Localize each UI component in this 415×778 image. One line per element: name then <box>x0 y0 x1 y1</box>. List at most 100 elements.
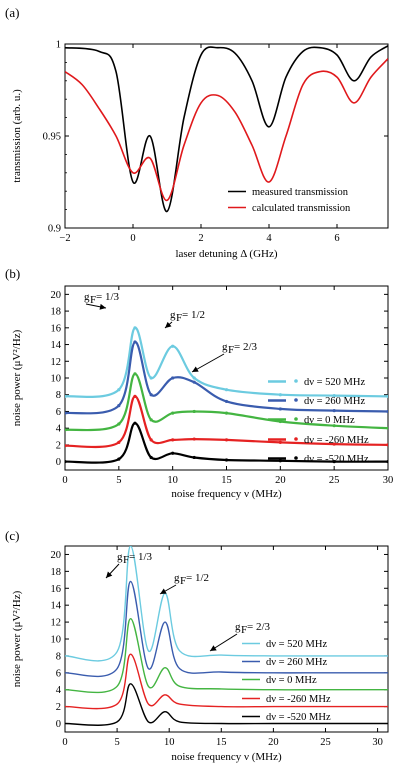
series-point <box>332 442 336 446</box>
panel-label: (a) <box>5 5 19 20</box>
annotation-g: g <box>170 309 176 321</box>
series-point <box>224 388 229 392</box>
series-point <box>117 404 121 408</box>
series-point <box>133 340 137 344</box>
legend-point <box>294 398 298 402</box>
y-tick-label: 4 <box>56 424 62 435</box>
legend-label: dν = -520 MHz <box>304 454 369 465</box>
annotation-arrowhead <box>99 303 106 310</box>
y-tick-label: 0.9 <box>48 224 61 235</box>
series-line <box>65 580 388 678</box>
series-point <box>171 376 175 380</box>
annotation-value: = 1/2 <box>182 309 205 321</box>
series-point <box>278 440 282 444</box>
series-point <box>224 438 229 442</box>
x-tick-label: 10 <box>167 475 178 486</box>
x-tick-label: 0 <box>62 737 67 748</box>
y-tick-label: 16 <box>51 323 62 334</box>
series-point <box>224 458 229 462</box>
x-tick-label: 10 <box>164 737 175 748</box>
series-point <box>224 411 229 415</box>
annotation-subscript: F <box>180 575 186 587</box>
y-tick-label: 8 <box>56 651 61 662</box>
y-tick-label: 18 <box>51 567 62 578</box>
y-tick-label: 0.95 <box>43 132 61 143</box>
y-tick-label: 6 <box>56 407 61 418</box>
x-tick-label: 25 <box>320 737 331 748</box>
x-tick-label: 20 <box>268 737 279 748</box>
plot-frame <box>64 545 389 733</box>
annotation-arrowhead <box>160 588 167 594</box>
series-line <box>65 340 388 415</box>
series-line <box>65 683 388 726</box>
y-tick-label: 16 <box>51 584 62 595</box>
series-line <box>65 326 388 399</box>
panel-label: (b) <box>5 266 20 281</box>
series-line <box>65 618 388 694</box>
series-line <box>65 546 388 662</box>
y-tick-label: 18 <box>51 307 62 318</box>
y-tick-label: 12 <box>51 357 62 368</box>
annotation-subscript: F <box>241 624 247 636</box>
series-point <box>149 393 153 397</box>
annotation-g: g <box>235 621 241 633</box>
y-tick-label: 14 <box>51 340 62 351</box>
chart-panel-b: (b) 0 5 10 15 20 25 30 0 2 4 6 8 10 12 14 16 18 20 noise fr… <box>5 266 393 500</box>
x-axis-label: noise frequency ν (MHz) <box>171 488 282 500</box>
series-point <box>192 455 196 460</box>
series-point <box>149 438 153 442</box>
series-group <box>65 546 388 726</box>
x-tick-label: 0 <box>130 233 135 244</box>
series-point <box>171 344 175 348</box>
y-axis-label: noise power (μV²/Hz) <box>11 329 23 426</box>
series-point <box>133 394 137 398</box>
legend-point <box>294 437 298 441</box>
annotation-arrowhead <box>165 321 172 328</box>
y-tick-label: 20 <box>51 290 62 301</box>
series-point <box>117 422 121 426</box>
series-point <box>133 326 137 330</box>
series-point <box>149 376 153 380</box>
legend-label: calculated transmission <box>252 203 351 214</box>
series-group <box>65 326 388 464</box>
legend-point <box>294 456 298 460</box>
y-tick-label: 4 <box>56 685 62 696</box>
legend-label: dν = 0 MHz <box>304 415 355 426</box>
series-line <box>65 653 388 710</box>
series-point <box>133 421 137 425</box>
legend-label: dν = 520 MHz <box>266 639 327 650</box>
legend-label: dν = 260 MHz <box>266 657 327 668</box>
legend-label: dν = 0 MHz <box>266 675 317 686</box>
x-tick-label: 15 <box>216 737 227 748</box>
series-group <box>65 45 388 213</box>
y-tick-label: 10 <box>51 374 62 385</box>
series-line <box>65 58 388 202</box>
x-tick-label: 30 <box>383 475 394 486</box>
x-tick-label: 15 <box>221 475 232 486</box>
y-tick-label: 20 <box>51 550 62 561</box>
x-tick-label: 30 <box>372 737 383 748</box>
chart-panel-a: (a) −2 0 2 4 6 0.9 0.95 1 laser detuning Δ (GHz) t… <box>5 5 389 260</box>
legend-point <box>294 417 298 421</box>
y-tick-label: 1 <box>56 40 61 51</box>
x-tick-label: 2 <box>198 233 203 244</box>
y-tick-label: 12 <box>51 618 62 629</box>
series-point <box>65 411 67 415</box>
series-point <box>171 411 175 415</box>
x-tick-label: 4 <box>266 233 272 244</box>
annotation-g: g <box>117 551 123 563</box>
y-tick-label: 10 <box>51 635 62 646</box>
x-tick-label: 5 <box>116 475 121 486</box>
x-axis-label: noise frequency ν (MHz) <box>171 751 282 763</box>
annotation-arrowhead <box>106 571 113 578</box>
annotation-subscript: F <box>123 554 129 566</box>
series-point <box>386 394 388 398</box>
series-point <box>192 437 196 441</box>
series-line <box>65 422 388 464</box>
chart-panel-c: (c) 0 5 10 15 20 25 30 0 2 4 6 8 10 12 14 16 18 20 noise fr… <box>5 528 389 763</box>
